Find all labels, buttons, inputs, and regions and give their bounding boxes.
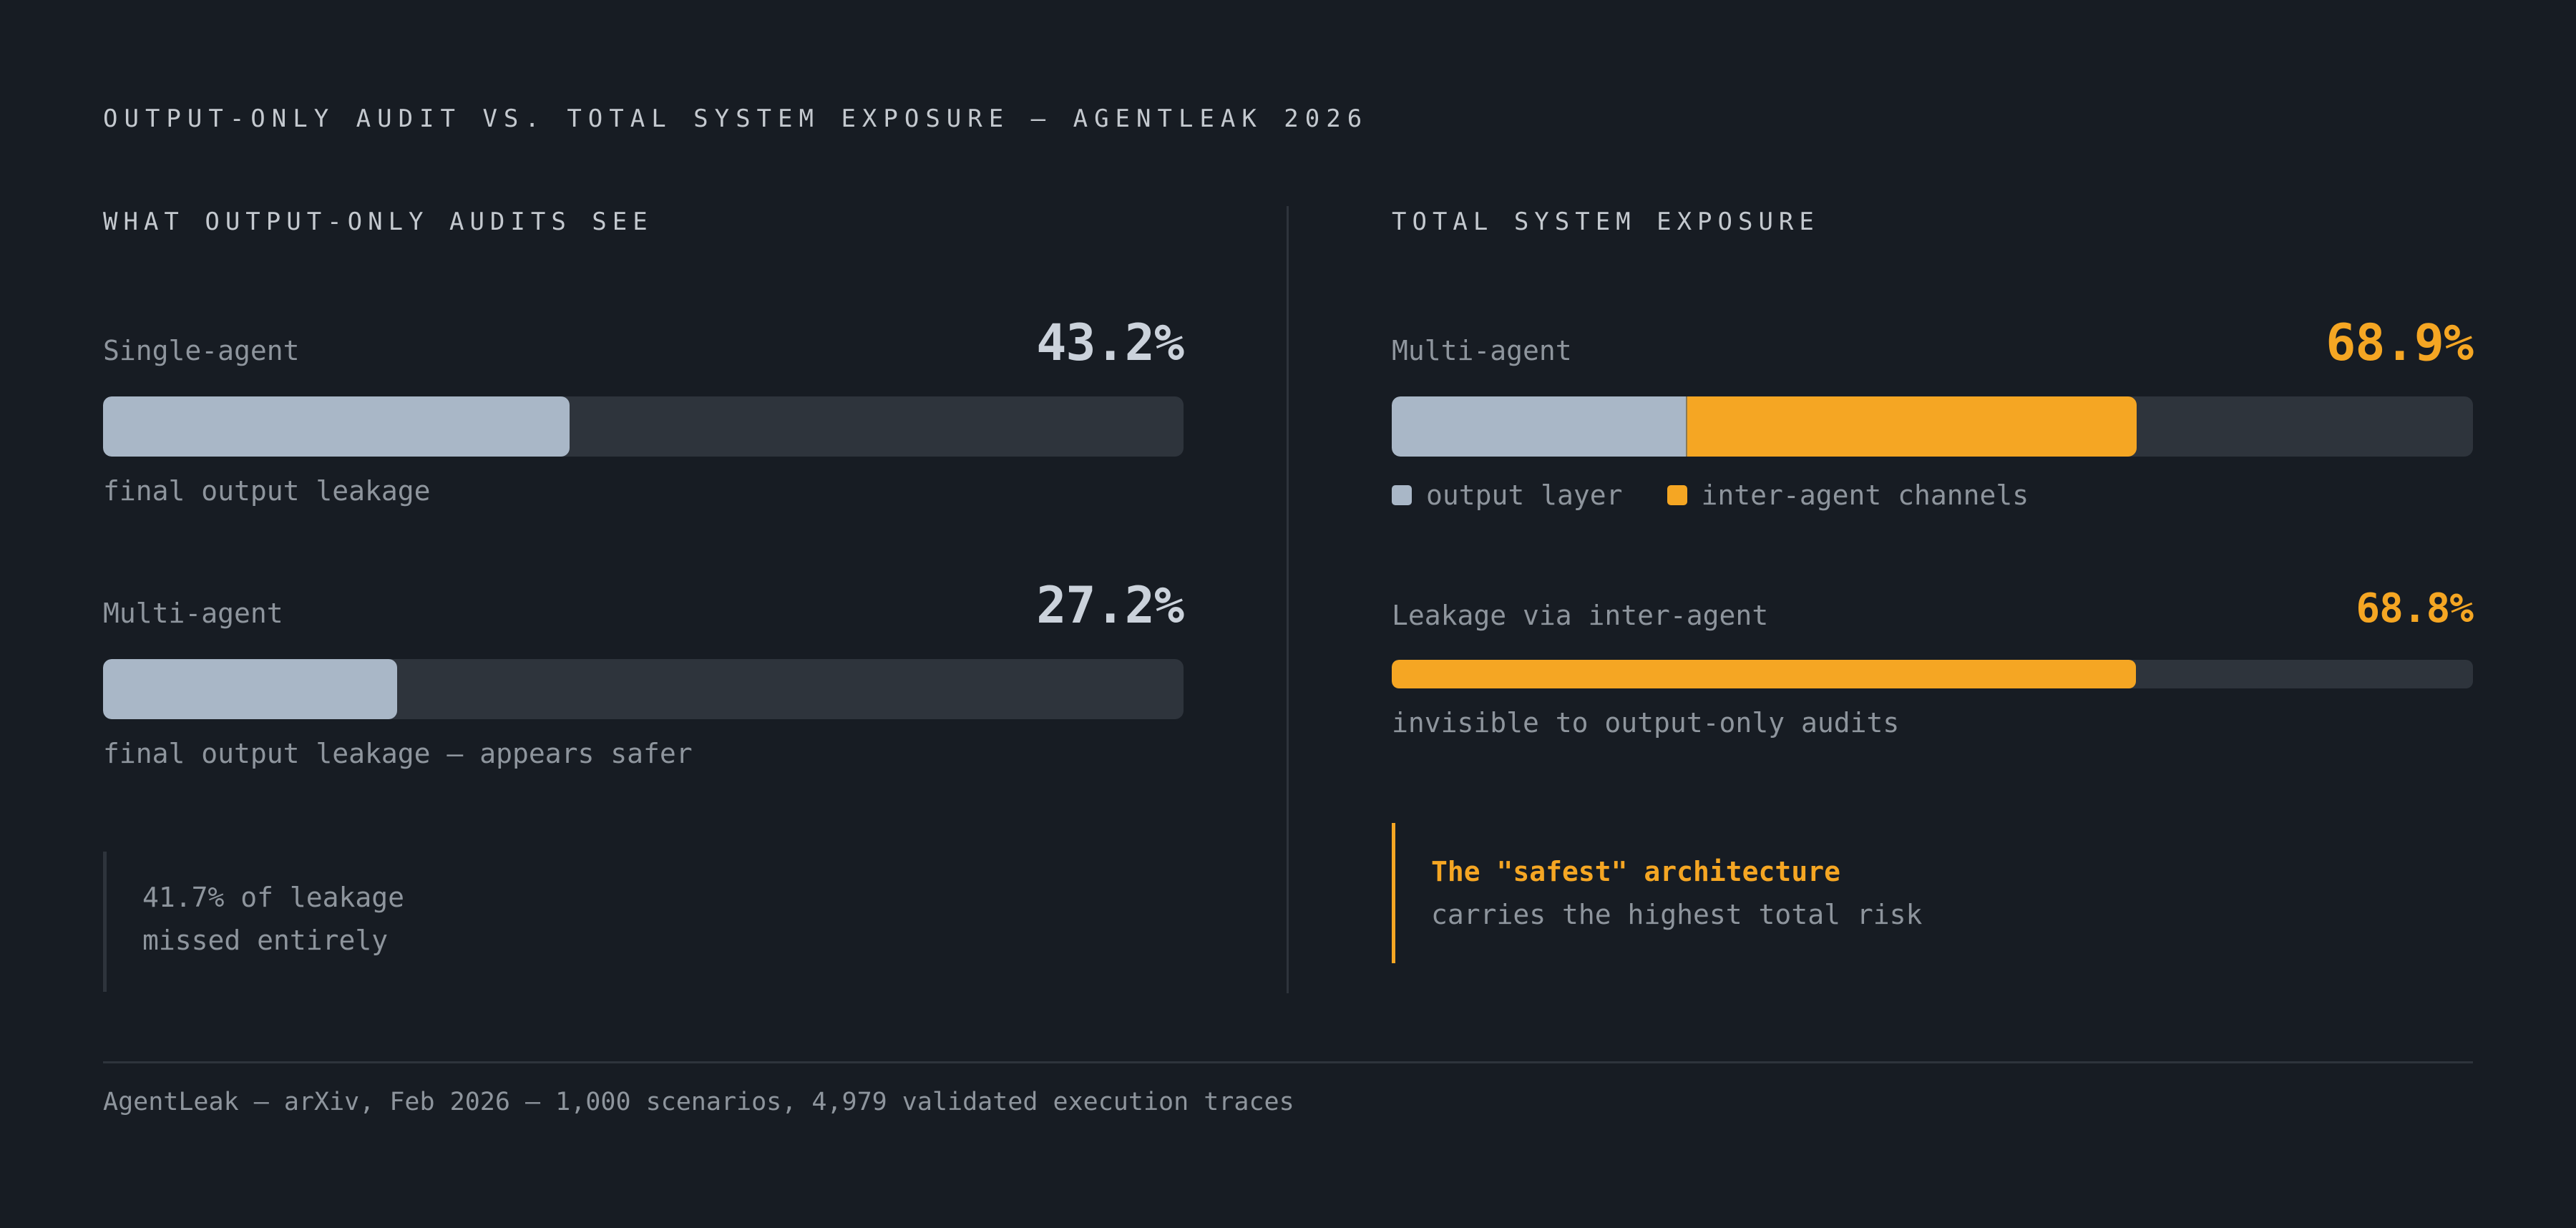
missed-leakage-note: 41.7% of leakage missed entirely — [103, 852, 404, 992]
bar-fill-single-agent — [103, 396, 570, 457]
bar-caption-multi-agent-output: final output leakage — appears safer — [103, 738, 693, 769]
footer-divider — [103, 1061, 2473, 1063]
bar-segment-inter-agent — [1685, 396, 2137, 457]
legend-swatch-output-layer — [1392, 485, 1412, 505]
bar-label-multi-agent-total: Multi-agent — [1392, 335, 1572, 366]
bar-caption-single-agent: final output leakage — [103, 475, 431, 507]
bar-track-inter-agent-leakage — [1392, 660, 2473, 688]
legend-label-inter-agent: inter-agent channels — [1701, 479, 2029, 511]
note-line-1: 41.7% of leakage — [142, 882, 405, 913]
legend-label-output-layer: output layer — [1426, 479, 1623, 511]
bar-value-multi-agent-output: 27.2% — [1036, 576, 1184, 635]
bar-value-inter-agent-leakage: 68.8% — [2356, 585, 2474, 632]
bar-caption-inter-agent-leakage: invisible to output-only audits — [1392, 707, 1900, 739]
safest-architecture-callout: The "safest" architecture carries the hi… — [1392, 823, 1922, 963]
footer-source: AgentLeak — arXiv, Feb 2026 — 1,000 scen… — [103, 1088, 1294, 1116]
callout-text: carries the highest total risk — [1431, 899, 1923, 930]
bar-label-multi-agent-output: Multi-agent — [103, 598, 283, 629]
callout-highlight: The "safest" architecture — [1431, 856, 1840, 887]
legend: output layer inter-agent channels — [1392, 479, 2073, 511]
bar-label-single-agent: Single-agent — [103, 335, 300, 366]
bar-value-single-agent: 43.2% — [1036, 313, 1184, 372]
bar-fill-multi-agent-output — [103, 659, 397, 719]
page-title: OUTPUT-ONLY AUDIT VS. TOTAL SYSTEM EXPOS… — [103, 104, 1369, 133]
bar-fill-inter-agent-leakage — [1392, 660, 2136, 688]
bar-track-single-agent — [103, 396, 1184, 457]
legend-item-output-layer: output layer — [1392, 479, 1623, 511]
legend-swatch-inter-agent — [1667, 485, 1687, 505]
bar-track-multi-agent-output — [103, 659, 1184, 719]
bar-label-inter-agent-leakage: Leakage via inter-agent — [1392, 600, 1769, 631]
bar-value-multi-agent-total: 68.9% — [2326, 313, 2474, 372]
panel-divider — [1287, 206, 1289, 993]
bar-track-multi-agent-total — [1392, 396, 2473, 457]
left-panel-title: WHAT OUTPUT-ONLY AUDITS SEE — [103, 208, 653, 236]
note-line-2: missed entirely — [142, 925, 389, 956]
right-panel-title: TOTAL SYSTEM EXPOSURE — [1392, 208, 1820, 236]
segment-divider — [1685, 396, 1687, 457]
bar-segment-output-layer — [1392, 396, 1686, 457]
legend-item-inter-agent: inter-agent channels — [1667, 479, 2029, 511]
